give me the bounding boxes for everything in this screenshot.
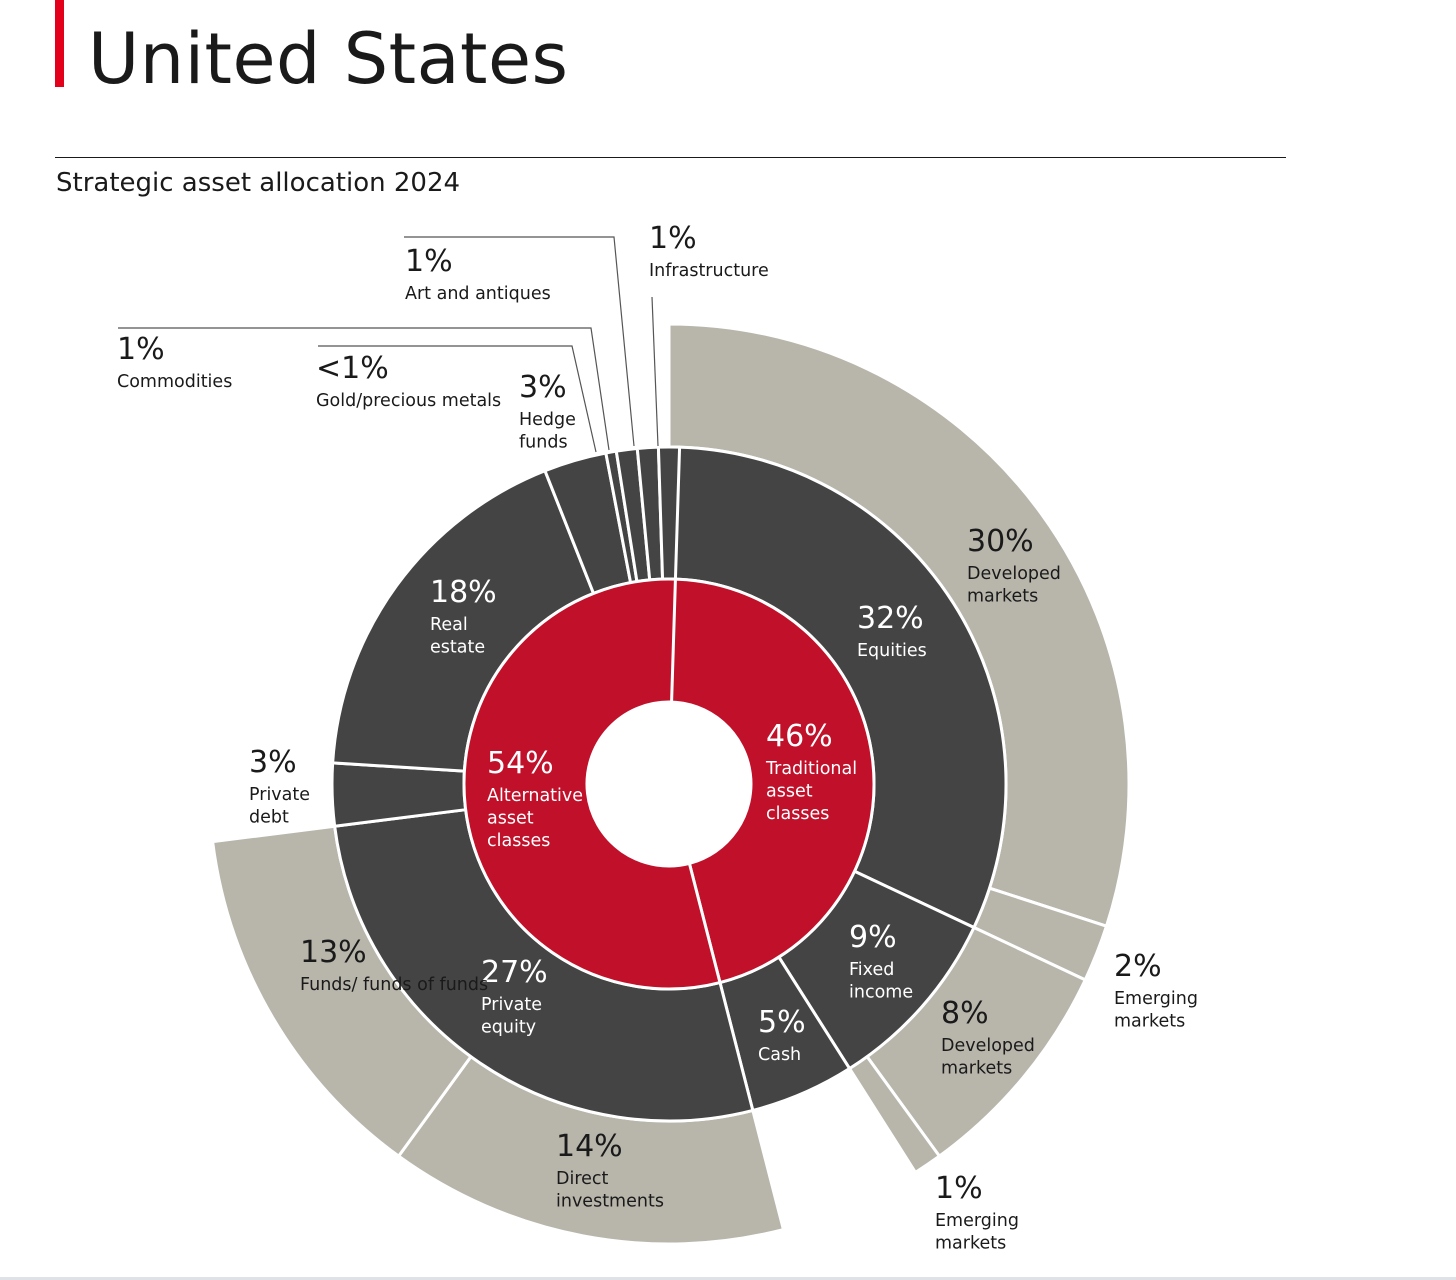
label-cash: 5% Cash	[758, 1005, 806, 1065]
value-label-gold: <1%	[316, 351, 389, 386]
label-traditional: 46% Traditional asset classes	[765, 719, 857, 824]
value-label-art: 1%	[405, 244, 453, 279]
category-label-fi-developed: Developed markets	[941, 1036, 1035, 1079]
chart-subtitle: Strategic asset allocation 2024	[56, 168, 461, 198]
category-label-art: Art and antiques	[405, 284, 551, 304]
category-label-fi-emerging: Emerging markets	[935, 1211, 1019, 1254]
value-label-commodities: 1%	[117, 332, 165, 367]
page-title: United States	[88, 18, 569, 100]
value-label-private-debt: 3%	[249, 745, 297, 780]
value-label-fi-developed: 8%	[941, 996, 989, 1031]
label-eq-developed: 30% Developed markets	[967, 524, 1061, 607]
leader-line-art	[404, 236, 635, 447]
accent-bar	[55, 0, 64, 87]
category-label-infrastructure: Infrastructure	[649, 261, 769, 281]
category-label-eq-emerging: Emerging markets	[1114, 989, 1198, 1032]
label-fi-developed: 8% Developed markets	[941, 996, 1035, 1079]
value-label-eq-emerging: 2%	[1114, 949, 1162, 984]
category-label-pe-direct: Direct investments	[556, 1169, 664, 1212]
value-label-private-equity: 27%	[481, 955, 548, 990]
category-label-eq-developed: Developed markets	[967, 564, 1061, 607]
label-equities: 32% Equities	[857, 601, 927, 661]
value-label-cash: 5%	[758, 1005, 806, 1040]
value-label-alternative: 54%	[487, 746, 554, 781]
label-pe-funds: 13% Funds/ funds of funds	[300, 935, 488, 995]
label-hedge-funds: 3% Hedge funds	[519, 370, 576, 453]
title-divider	[55, 157, 1286, 158]
label-pe-direct: 14% Direct investments	[556, 1129, 664, 1212]
label-eq-emerging: 2% Emerging markets	[1114, 949, 1198, 1032]
label-real-estate: 18% Real estate	[430, 575, 497, 658]
value-label-equities: 32%	[857, 601, 924, 636]
label-fi-emerging: 1% Emerging markets	[935, 1171, 1019, 1254]
segment-alternative	[462, 577, 722, 991]
category-label-real-estate: Real estate	[430, 615, 485, 658]
category-label-private-equity: Private equity	[481, 995, 542, 1038]
label-fixed-income: 9% Fixed income	[849, 920, 913, 1003]
category-label-cash: Cash	[758, 1045, 801, 1065]
bottom-edge	[0, 1277, 1456, 1280]
category-label-traditional: Traditional asset classes	[765, 759, 857, 824]
outer-ring	[211, 322, 1131, 1246]
label-private-debt: 3% Private debt	[249, 745, 310, 828]
category-label-pe-funds: Funds/ funds of funds	[300, 975, 488, 995]
segment-traditional	[667, 577, 876, 985]
label-alternative: 54% Alternative asset classes	[487, 746, 583, 851]
category-label-alternative: Alternative asset classes	[487, 786, 583, 851]
value-label-fi-emerging: 1%	[935, 1171, 983, 1206]
middle-ring	[330, 445, 1008, 1123]
value-label-infrastructure: 1%	[649, 221, 697, 256]
label-art: 1% Art and antiques	[405, 244, 551, 304]
value-label-eq-developed: 30%	[967, 524, 1034, 559]
category-label-private-debt: Private debt	[249, 785, 310, 828]
value-label-pe-funds: 13%	[300, 935, 367, 970]
inner-ring	[462, 577, 876, 991]
label-commodities: 1% Commodities	[117, 332, 232, 392]
leader-line-infrastructure	[651, 296, 659, 447]
leader-line-gold	[318, 345, 597, 453]
value-label-traditional: 46%	[766, 719, 833, 754]
category-label-fixed-income: Fixed income	[849, 960, 913, 1003]
segment-infrastructure	[656, 445, 682, 581]
label-infrastructure: 1% Infrastructure	[649, 221, 769, 281]
value-label-pe-direct: 14%	[556, 1129, 623, 1164]
value-label-hedge-funds: 3%	[519, 370, 567, 405]
label-private-equity: 27% Private equity	[481, 955, 548, 1038]
leader-line-commodities	[118, 327, 610, 451]
category-label-equities: Equities	[857, 641, 927, 661]
label-gold: <1% Gold/precious metals	[316, 351, 501, 411]
segment-labels: 46% Traditional asset classes 54% Alternative…	[117, 221, 1198, 1254]
leader-lines	[118, 236, 659, 453]
category-label-hedge-funds: Hedge funds	[519, 410, 576, 453]
category-label-gold: Gold/precious metals	[316, 391, 501, 411]
category-label-commodities: Commodities	[117, 372, 232, 392]
value-label-real-estate: 18%	[430, 575, 497, 610]
value-label-fixed-income: 9%	[849, 920, 897, 955]
